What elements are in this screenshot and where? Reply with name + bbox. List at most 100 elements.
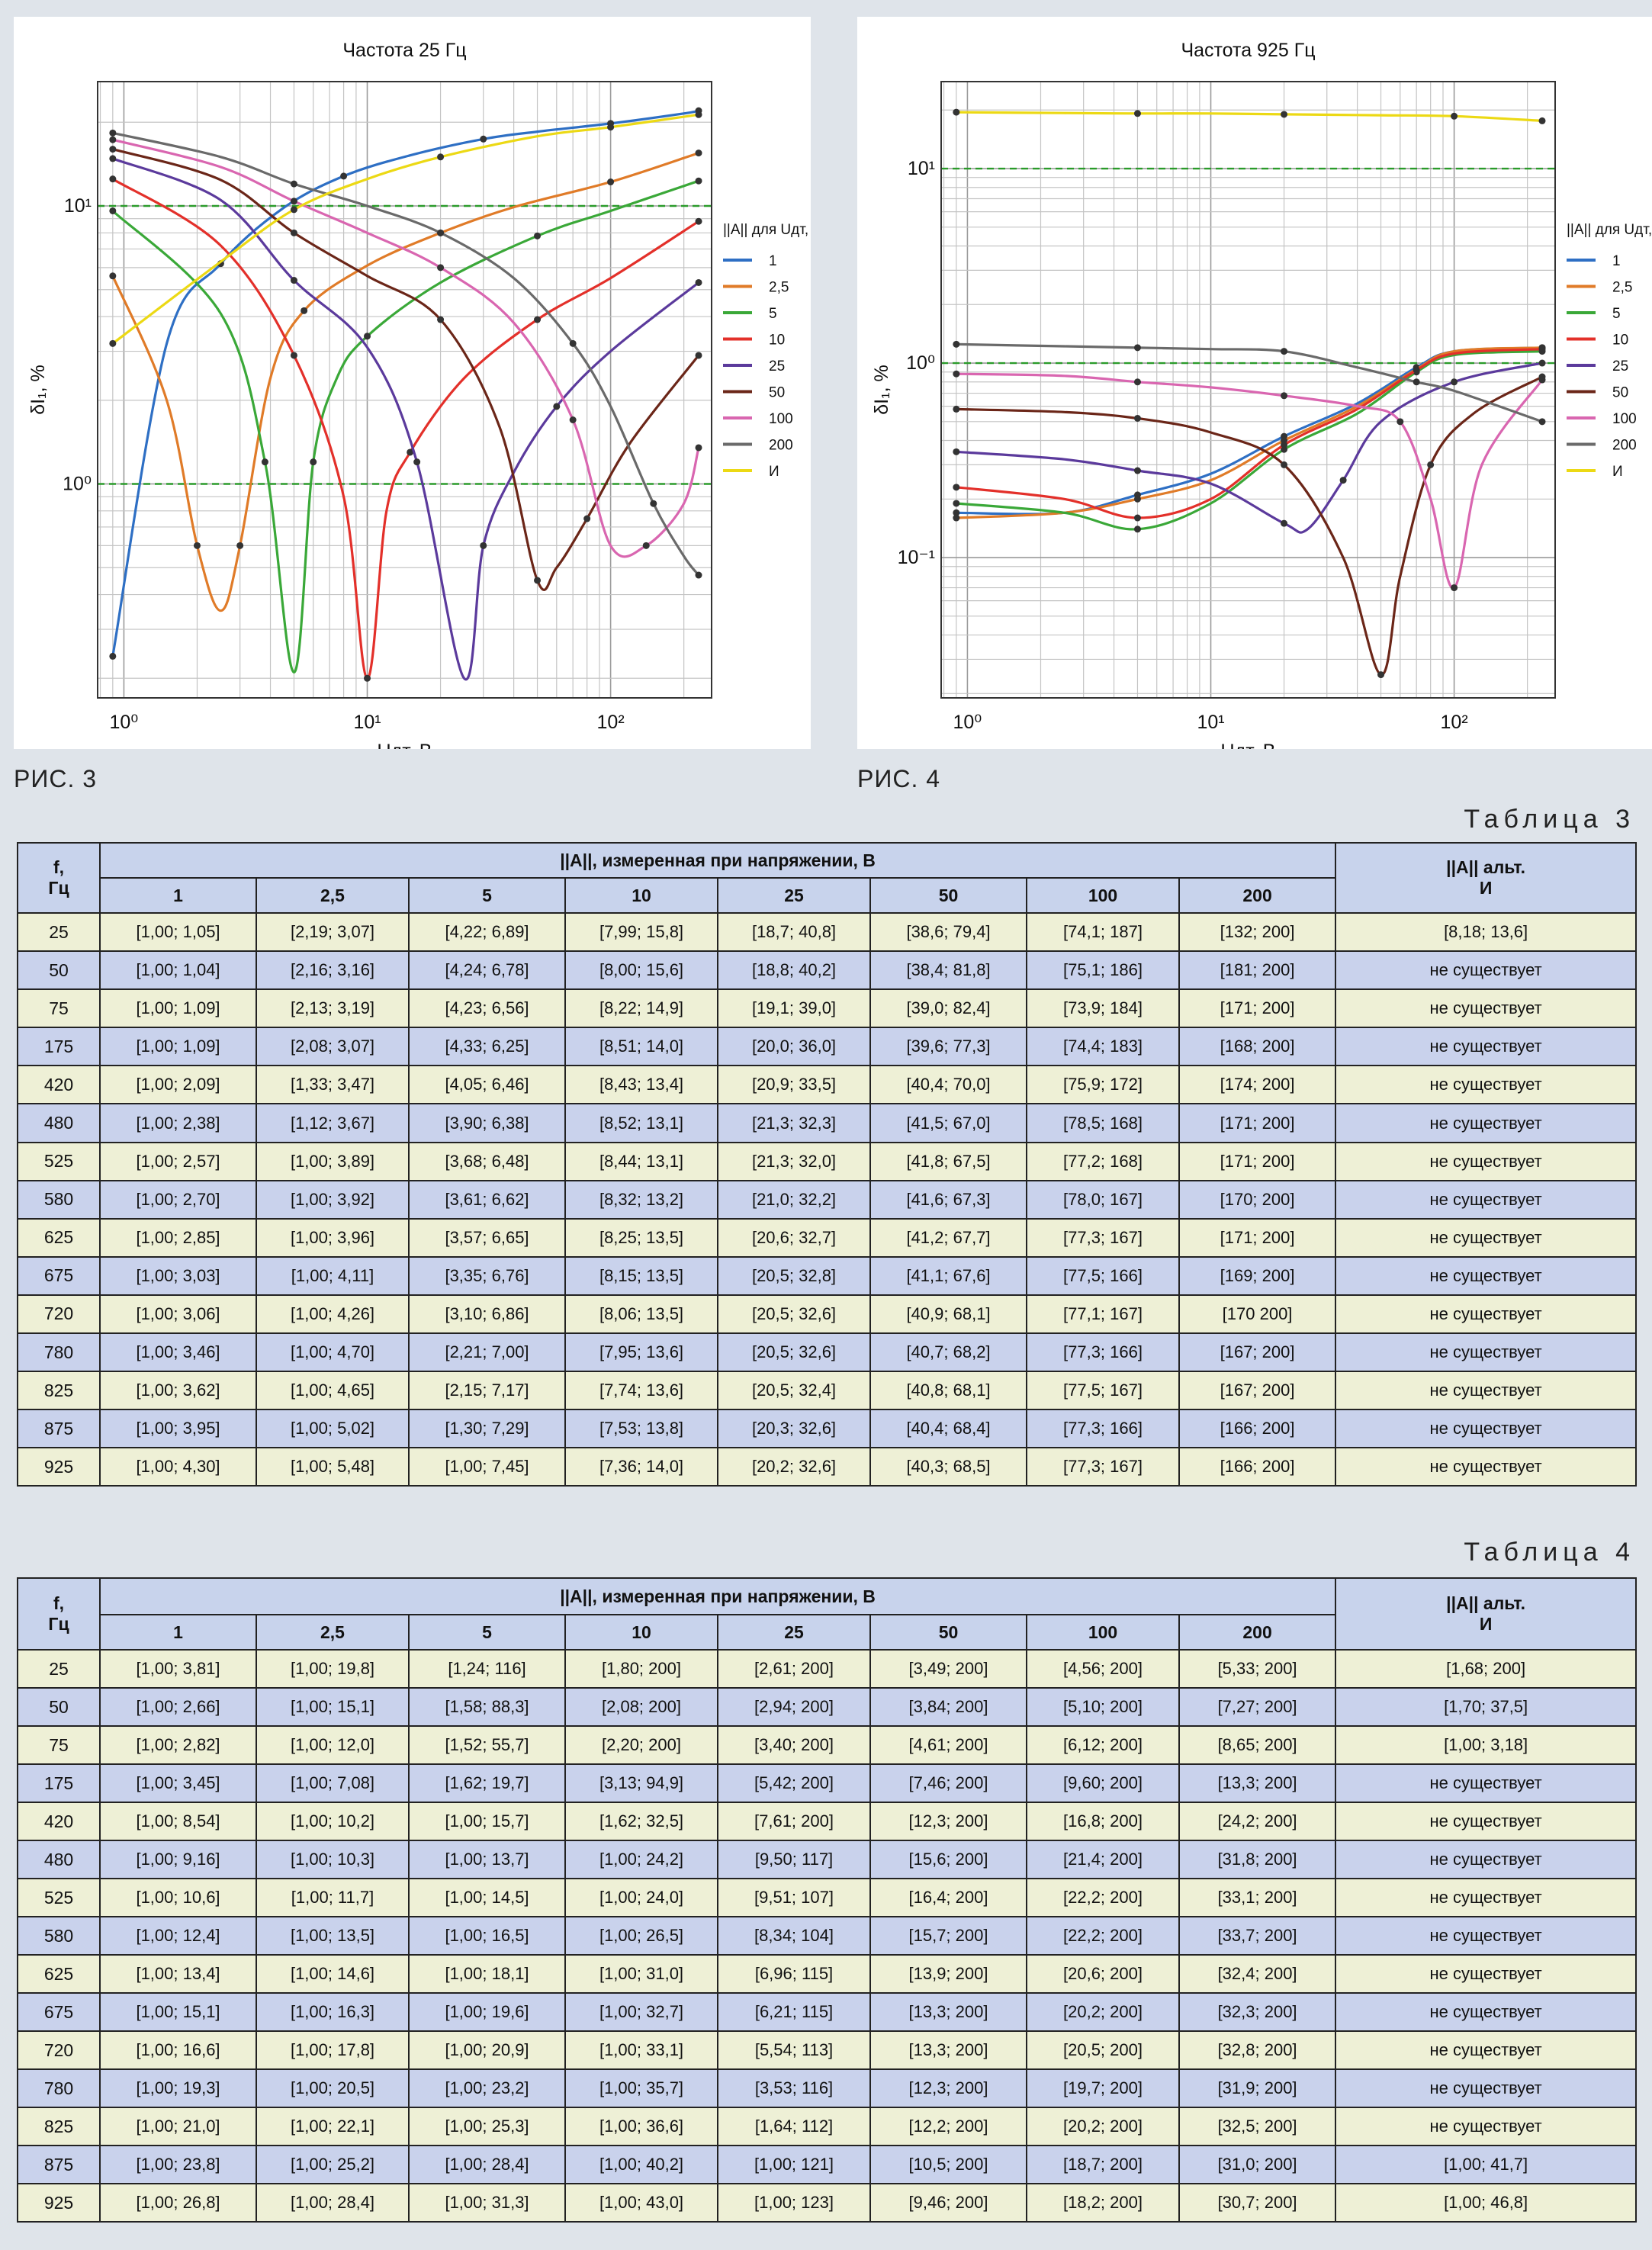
range-cell: [174; 200] bbox=[1178, 1065, 1337, 1105]
data-point bbox=[607, 178, 615, 186]
alt-cell: [8,18; 13,6] bbox=[1335, 911, 1638, 953]
range-cell: [20,5; 32,6] bbox=[717, 1294, 871, 1335]
data-point bbox=[437, 316, 445, 323]
series-line-5 bbox=[112, 148, 700, 591]
range-cell: [1,00; 40,2] bbox=[564, 2145, 718, 2184]
range-cell: [5,33; 200] bbox=[1178, 1649, 1337, 1689]
range-cell: [170 200] bbox=[1178, 1294, 1337, 1335]
range-cell: [18,7; 200] bbox=[1026, 2145, 1180, 2184]
frequency-cell: 175 bbox=[17, 1763, 101, 1803]
range-cell: [1,00; 25,2] bbox=[256, 2145, 410, 2184]
range-cell: [41,1; 67,6] bbox=[869, 1255, 1027, 1296]
range-cell: [75,9; 172] bbox=[1026, 1065, 1180, 1105]
range-cell: [1,80; 200] bbox=[564, 1649, 718, 1689]
header-frequency: f, Гц bbox=[17, 842, 101, 914]
range-cell: [7,61; 200] bbox=[717, 1802, 871, 1841]
range-cell: [2,19; 3,07] bbox=[256, 911, 410, 953]
alt-cell: не существует bbox=[1335, 1371, 1638, 1411]
series-line-1 bbox=[111, 152, 699, 612]
data-point bbox=[1339, 477, 1347, 484]
frequency-cell: 50 bbox=[17, 1687, 101, 1727]
data-point bbox=[953, 108, 960, 116]
range-cell: [1,00; 24,2] bbox=[564, 1840, 718, 1879]
legend-label: 100 bbox=[1612, 411, 1637, 427]
range-cell: [1,00; 4,30] bbox=[99, 1447, 257, 1487]
range-cell: [171; 200] bbox=[1178, 988, 1337, 1029]
plot-area bbox=[98, 82, 712, 698]
data-point bbox=[1133, 467, 1141, 474]
data-point bbox=[1413, 366, 1420, 374]
range-cell: [40,7; 68,2] bbox=[869, 1332, 1027, 1373]
range-cell: [1,00; 21,0] bbox=[99, 2107, 257, 2146]
table-row: 25 [1,00; 3,81] [1,00; 19,8] [1,24; 116] [1,… bbox=[17, 1649, 1638, 1689]
range-cell: [5,42; 200] bbox=[717, 1763, 871, 1803]
range-cell: [12,3; 200] bbox=[869, 1802, 1027, 1841]
alt-cell: не существует bbox=[1335, 1954, 1638, 1994]
range-cell: [77,3; 167] bbox=[1026, 1447, 1180, 1487]
range-cell: [1,00; 1,09] bbox=[99, 1027, 257, 1067]
range-cell: [20,2; 200] bbox=[1026, 2107, 1180, 2146]
alt-cell: не существует bbox=[1335, 1992, 1638, 2032]
range-cell: [1,00; 3,95] bbox=[99, 1409, 257, 1449]
data-point bbox=[109, 146, 117, 153]
data-point bbox=[553, 403, 561, 410]
table-row: 625 [1,00; 13,4] [1,00; 14,6] [1,00; 18,1][… bbox=[17, 1954, 1638, 1994]
header-voltage: 50 bbox=[869, 877, 1027, 914]
series-line-2 bbox=[111, 179, 699, 674]
figure-3-panel: Частота 25 Гц 10⁰ 10¹ 10² 10⁰ 10¹ Uдт, В δI₁, %… bbox=[14, 17, 822, 762]
range-cell: [4,23; 6,56] bbox=[408, 988, 566, 1029]
y-tick-label: 10⁰ bbox=[906, 352, 935, 374]
range-cell: [13,3; 200] bbox=[869, 1992, 1027, 2032]
data-point bbox=[569, 339, 577, 347]
range-cell: [1,00; 7,45] bbox=[408, 1447, 566, 1487]
range-cell: [1,00; 10,2] bbox=[256, 1802, 410, 1841]
frequency-cell: 25 bbox=[17, 911, 101, 953]
data-point bbox=[1133, 514, 1141, 522]
series-line-1 bbox=[956, 346, 1543, 519]
data-point bbox=[953, 448, 960, 455]
data-point bbox=[1133, 495, 1141, 503]
range-cell: [13,3; 200] bbox=[1178, 1763, 1337, 1803]
range-cell: [1,00; 16,5] bbox=[408, 1916, 566, 1956]
data-point bbox=[1133, 414, 1141, 422]
range-cell: [22,2; 200] bbox=[1026, 1878, 1180, 1917]
x-axis-label: Uдт, В bbox=[378, 741, 432, 749]
range-cell: [1,00; 2,70] bbox=[99, 1179, 257, 1220]
x-tick-label: 10¹ bbox=[1197, 712, 1224, 733]
data-point bbox=[583, 515, 591, 522]
data-point bbox=[109, 136, 117, 143]
range-cell: [3,53; 116] bbox=[717, 2068, 871, 2108]
header-alt: ||A|| альт. И bbox=[1335, 842, 1638, 914]
range-cell: [1,00; 24,0] bbox=[564, 1878, 718, 1917]
range-cell: [1,00; 3,06] bbox=[99, 1294, 257, 1335]
x-tick-label: 10² bbox=[597, 712, 625, 733]
range-cell: [1,00; 28,4] bbox=[408, 2145, 566, 2184]
range-cell: [77,3; 167] bbox=[1026, 1217, 1180, 1258]
range-cell: [1,00; 10,3] bbox=[256, 1840, 410, 1879]
range-cell: [20,2; 32,6] bbox=[717, 1447, 871, 1487]
data-point bbox=[1427, 461, 1435, 468]
range-cell: [1,00; 2,82] bbox=[99, 1725, 257, 1765]
header-measured-group: ||A||, измеренная при напряжении, В bbox=[98, 842, 1337, 879]
data-point bbox=[953, 509, 960, 516]
range-cell: [181; 200] bbox=[1178, 950, 1337, 991]
range-cell: [166; 200] bbox=[1178, 1409, 1337, 1449]
legend-label: 5 bbox=[1612, 306, 1621, 322]
alt-cell: не существует bbox=[1335, 1141, 1638, 1181]
range-cell: [78,0; 167] bbox=[1026, 1179, 1180, 1220]
data-point bbox=[310, 458, 317, 466]
range-cell: [1,00; 15,7] bbox=[408, 1802, 566, 1841]
table-row: 825 [1,00; 21,0] [1,00; 22,1] [1,00; 25,3][… bbox=[17, 2107, 1638, 2146]
data-point bbox=[340, 172, 348, 180]
range-cell: [1,33; 3,47] bbox=[256, 1065, 410, 1105]
data-point bbox=[437, 153, 445, 161]
range-cell: [15,6; 200] bbox=[869, 1840, 1027, 1879]
frequency-cell: 75 bbox=[17, 988, 101, 1029]
legend-title: ||A|| для Uдт, В bbox=[1567, 222, 1652, 238]
range-cell: [8,06; 13,5] bbox=[564, 1294, 718, 1335]
header-voltage: 200 bbox=[1178, 1614, 1337, 1651]
table-row: 50 [1,00; 2,66] [1,00; 15,1] [1,58; 88,3] [2… bbox=[17, 1687, 1638, 1727]
range-cell: [20,5; 200] bbox=[1026, 2030, 1180, 2070]
range-cell: [2,08; 3,07] bbox=[256, 1027, 410, 1067]
data-point bbox=[364, 333, 371, 340]
